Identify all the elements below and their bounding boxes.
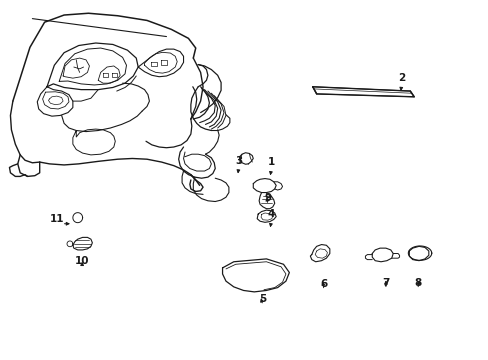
Text: 1: 1	[267, 157, 274, 167]
Text: 8: 8	[413, 278, 420, 288]
Text: 7: 7	[382, 278, 389, 288]
Text: 6: 6	[320, 279, 327, 289]
Text: 9: 9	[264, 193, 271, 203]
Text: 4: 4	[267, 210, 274, 220]
Text: 3: 3	[235, 156, 242, 166]
Text: 5: 5	[259, 294, 266, 304]
Text: 10: 10	[75, 256, 89, 266]
Text: 2: 2	[397, 73, 404, 83]
Text: 11: 11	[49, 214, 64, 224]
